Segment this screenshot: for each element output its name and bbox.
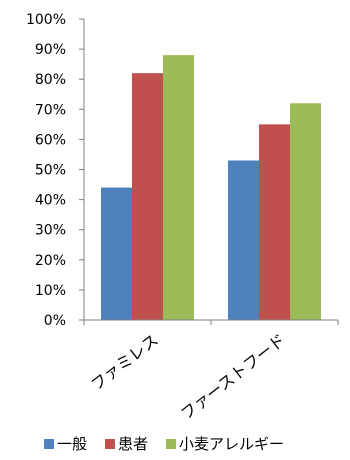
x-axis-labels: ファミレス ファーストフード xyxy=(87,330,289,423)
y-tick-label: 50% xyxy=(35,163,66,179)
legend-label: 一般 xyxy=(57,435,87,453)
bar-3-2 xyxy=(290,103,321,320)
chart-bars xyxy=(101,55,321,320)
bar-1-1 xyxy=(101,188,132,320)
x-category-label: ファーストフード xyxy=(177,330,289,423)
legend-swatch xyxy=(44,439,54,449)
legend-swatch xyxy=(105,439,115,449)
chart-legend: 一般 患者 小麦アレルギー xyxy=(44,435,284,453)
y-tick-label: 30% xyxy=(35,223,66,239)
y-axis-ticks: 0% 10% 20% 30% 40% 50% 60% 70% 80% 90% 100% xyxy=(26,12,84,329)
legend-label: 患者 xyxy=(118,435,148,453)
y-tick-label: 40% xyxy=(35,193,66,209)
bar-1-2 xyxy=(228,160,259,320)
bar-2-2 xyxy=(259,124,290,320)
y-tick-label: 70% xyxy=(35,102,66,118)
bar-2-1 xyxy=(132,73,163,320)
y-tick-label: 20% xyxy=(35,253,66,269)
y-tick-label: 0% xyxy=(44,313,66,329)
y-tick-label: 60% xyxy=(35,132,66,148)
x-category-label: ファミレス xyxy=(87,330,162,394)
y-tick-label: 80% xyxy=(35,72,66,88)
legend-swatch xyxy=(166,439,176,449)
legend-label: 小麦アレルギー xyxy=(179,435,284,453)
bar-3-1 xyxy=(163,55,194,320)
y-tick-label: 100% xyxy=(26,12,66,28)
y-tick-label: 90% xyxy=(35,42,66,58)
y-tick-label: 10% xyxy=(35,283,66,299)
